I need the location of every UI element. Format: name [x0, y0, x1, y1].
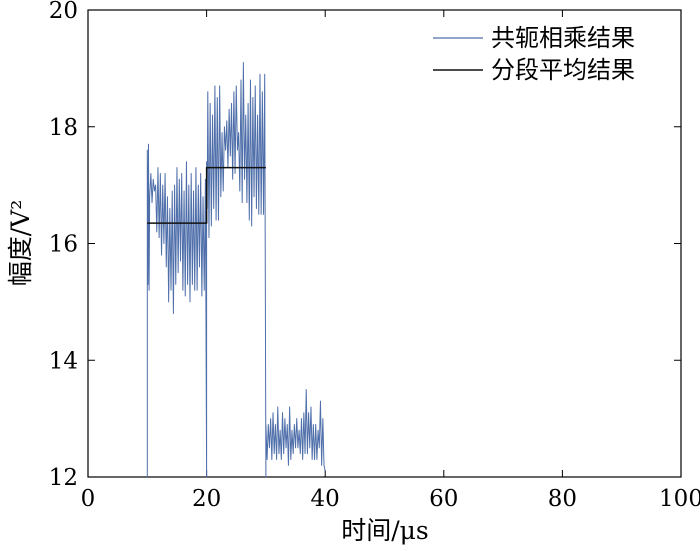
- axis-labels: 时间/μs 幅度/V²: [6, 200, 429, 545]
- legend-label: 分段平均结果: [491, 56, 635, 84]
- x-tick-label: 0: [81, 486, 96, 512]
- x-tick-label: 80: [548, 486, 577, 512]
- x-axis-label: 时间/μs: [341, 516, 429, 545]
- y-tick-label: 14: [49, 348, 78, 374]
- axes-layer: 0 20 40 60 80 100 12 14 16 18 20: [49, 0, 700, 512]
- series-line-conjugate-product: [146, 62, 326, 478]
- y-axis-label: 幅度/V²: [6, 200, 35, 287]
- x-tick-label: 100: [659, 486, 700, 512]
- x-tick-label: 20: [192, 486, 221, 512]
- y-tick-label: 12: [49, 465, 78, 491]
- y-tick-label: 20: [49, 0, 78, 24]
- y-tick-label: 18: [49, 115, 78, 141]
- series-line-segment-average: [147, 166, 266, 224]
- x-tick-label: 40: [311, 486, 340, 512]
- series-layer: [146, 62, 326, 478]
- legend-label: 共轭相乘结果: [491, 24, 635, 52]
- y-tick-label: 16: [49, 232, 78, 258]
- x-tick-label: 60: [429, 486, 458, 512]
